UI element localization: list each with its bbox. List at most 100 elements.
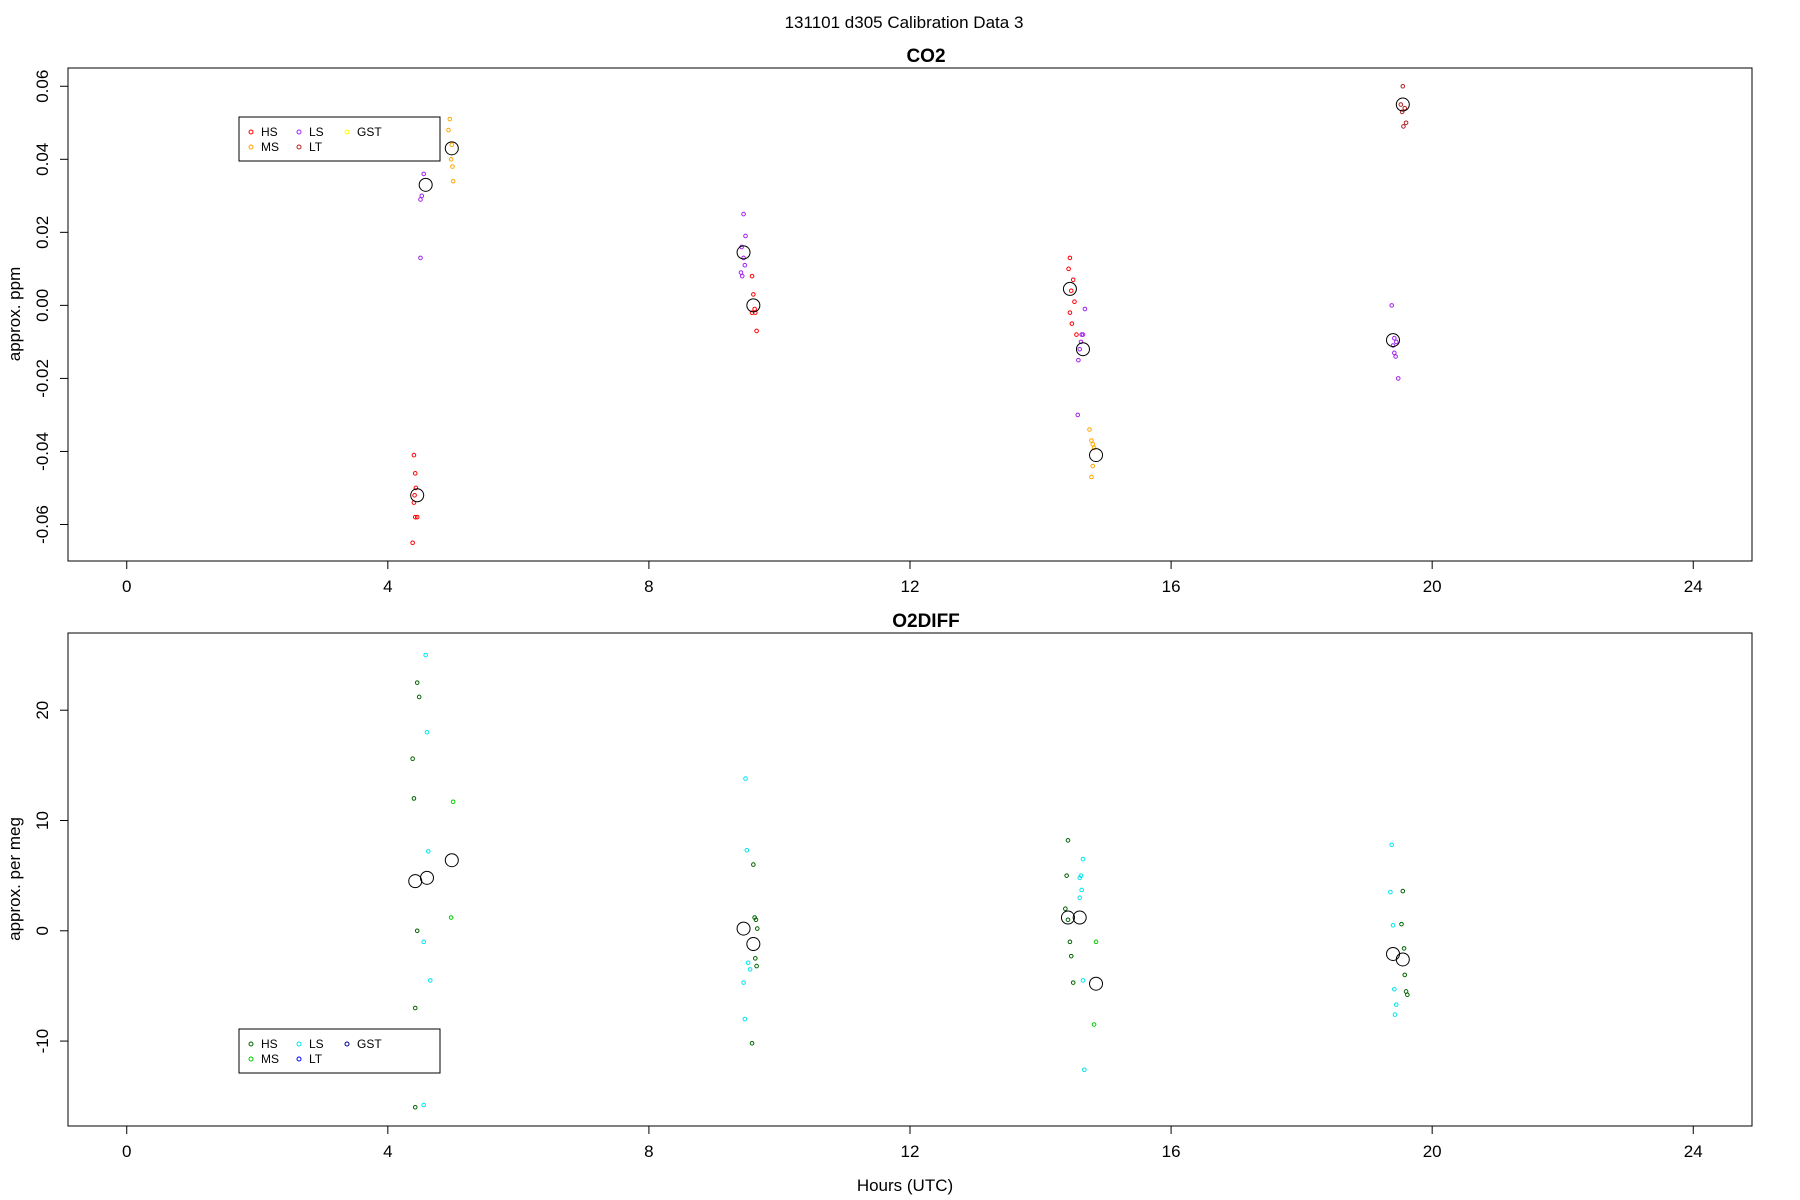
- co2-mean-marker: [746, 298, 761, 313]
- co2-point-hs: [414, 514, 420, 520]
- o2diff-point-ls: [1080, 978, 1086, 983]
- co2-point-hs: [411, 452, 417, 458]
- o2diff-x-tick-label: 16: [1162, 1142, 1181, 1161]
- o2diff-point-hs: [414, 928, 420, 934]
- o2diff-point-hs: [1065, 917, 1071, 923]
- o2diff-point-ls: [425, 849, 431, 854]
- co2-y-tick-label: -0.02: [33, 359, 52, 398]
- co2-legend-label-lt: LT: [309, 140, 323, 154]
- co2-point-ls: [741, 211, 746, 217]
- co2-data-points: [410, 83, 1409, 546]
- o2diff-x-tick-label: 8: [644, 1142, 653, 1161]
- o2diff-point-hs: [416, 694, 422, 700]
- co2-y-tick-label: 0.02: [33, 216, 52, 249]
- o2diff-point-ls: [1079, 887, 1084, 893]
- o2diff-y-axis: -10 0 10 20: [33, 701, 69, 1053]
- co2-point-ls: [1393, 354, 1398, 359]
- co2-point-ms: [1089, 474, 1094, 480]
- o2diff-legend-marker-hs: [248, 1041, 254, 1047]
- o2diff-point-ls: [1077, 895, 1083, 900]
- co2-legend-label-hs: HS: [261, 125, 278, 139]
- o2diff-legend-marker-ls: [296, 1041, 302, 1047]
- co2-point-hs: [1066, 266, 1071, 272]
- o2diff-legend-box: [238, 1028, 441, 1074]
- o2diff-point-hs: [1405, 992, 1410, 998]
- o2diff-y-tick-label: 0: [33, 926, 52, 935]
- o2diff-point-hs: [1064, 873, 1069, 878]
- o2diff-point-ls: [427, 978, 433, 983]
- co2-point-lt: [1403, 120, 1409, 126]
- o2diff-point-ls: [421, 939, 427, 945]
- o2diff-mean-marker: [1386, 946, 1401, 961]
- o2diff-point-ls: [424, 729, 430, 735]
- o2diff-point-hs: [751, 862, 756, 867]
- co2-point-ls: [739, 273, 745, 279]
- co2-point-ls: [743, 233, 748, 239]
- o2diff-legend-marker-lt: [296, 1056, 302, 1062]
- o2diff-point-ls: [742, 1016, 748, 1022]
- o2diff-point-hs: [1070, 980, 1076, 985]
- o2diff-x-tick-label: 0: [122, 1142, 131, 1161]
- o2diff-legend-label-hs: HS: [261, 1037, 278, 1051]
- o2diff-point-ls: [1080, 856, 1086, 862]
- o2diff-data-points: [410, 652, 1410, 1110]
- co2-mean-marker: [1395, 97, 1410, 112]
- co2-legend-label-ls: LS: [309, 125, 324, 139]
- co2-point-ms: [1090, 441, 1096, 447]
- o2diff-point-ls: [1388, 889, 1393, 895]
- o2diff-point-ms: [1093, 939, 1099, 945]
- o2diff-point-ls: [744, 847, 750, 853]
- o2diff-mean-marker: [1072, 910, 1087, 925]
- o2diff-mean-markers: [408, 853, 1410, 991]
- co2-point-ls: [1079, 332, 1084, 337]
- co2-point-hs: [412, 514, 418, 520]
- co2-point-hs: [1070, 277, 1076, 283]
- co2-y-tick-label: 0.06: [33, 70, 52, 103]
- co2-point-ms: [1090, 463, 1096, 469]
- co2-mean-marker: [1386, 333, 1401, 348]
- co2-y-tick-label: 0.04: [33, 143, 52, 176]
- co2-panel-title: CO2: [906, 46, 945, 67]
- co2-point-ls: [1393, 339, 1399, 345]
- o2diff-point-hs: [414, 680, 420, 685]
- co2-point-ls: [1392, 335, 1397, 341]
- o2diff-legend-label-gst: GST: [357, 1037, 382, 1051]
- o2diff-legend-label-ls: LS: [309, 1037, 324, 1051]
- co2-point-ls: [1077, 346, 1083, 352]
- o2diff-point-hs: [410, 756, 415, 762]
- o2diff-mean-marker: [1089, 976, 1104, 991]
- o2diff-point-ls: [741, 980, 746, 985]
- o2diff-point-ls: [1081, 1067, 1087, 1073]
- co2-point-ls: [419, 193, 425, 199]
- o2diff-point-hs: [749, 1040, 755, 1046]
- co2-y-tick-label: 0.00: [33, 289, 52, 322]
- co2-x-tick-label: 12: [901, 577, 920, 596]
- o2diff-mean-marker: [1395, 952, 1410, 967]
- o2diff-point-ls: [745, 960, 751, 966]
- co2-point-hs: [1072, 299, 1077, 305]
- o2diff-mean-marker: [746, 937, 761, 952]
- co2-point-hs: [754, 328, 759, 334]
- o2diff-point-ls: [1077, 875, 1083, 881]
- co2-point-hs: [751, 292, 756, 297]
- o2diff-x-tick-label: 24: [1684, 1142, 1703, 1161]
- co2-x-tick-label: 20: [1423, 577, 1442, 596]
- co2-x-tick-label: 8: [644, 577, 653, 596]
- o2diff-point-hs: [1400, 888, 1406, 894]
- co2-point-hs: [412, 492, 417, 498]
- co2-point-ls: [1075, 412, 1081, 418]
- o2diff-point-hs: [1068, 953, 1074, 959]
- o2diff-point-hs: [754, 926, 760, 931]
- co2-point-ms: [447, 116, 453, 122]
- o2diff-mean-marker: [419, 870, 434, 885]
- co2-point-ls: [1078, 339, 1084, 345]
- o2diff-x-tick-label: 4: [383, 1142, 392, 1161]
- o2diff-y-tick-label: 20: [33, 701, 52, 720]
- o2diff-point-hs: [1065, 838, 1071, 843]
- figure-title: 131101 d305 Calibration Data 3: [785, 13, 1024, 32]
- o2diff-legend-marker-gst: [344, 1041, 350, 1047]
- co2-point-ls: [1082, 306, 1088, 312]
- co2-x-tick-label: 16: [1162, 577, 1181, 596]
- o2diff-y-tick-label: 10: [33, 811, 52, 830]
